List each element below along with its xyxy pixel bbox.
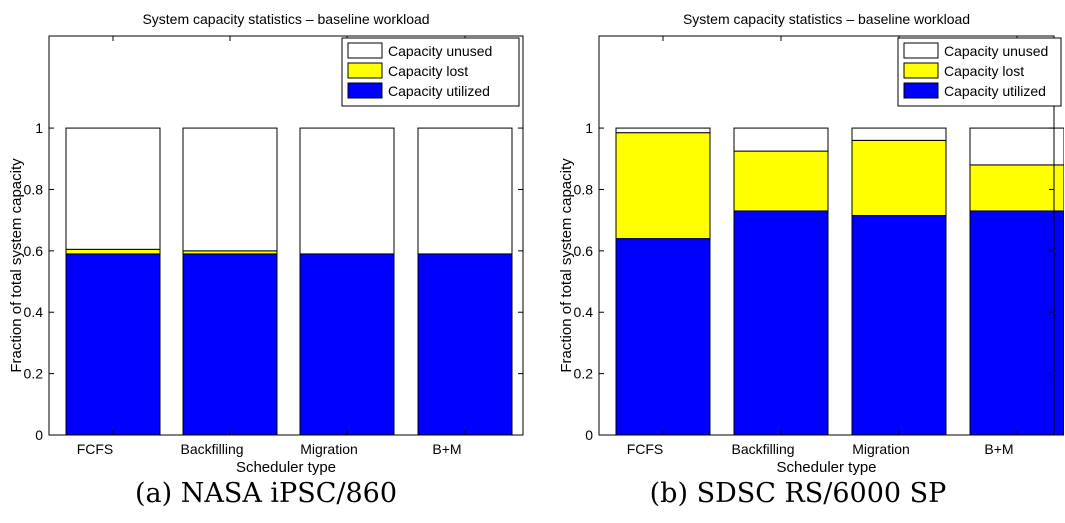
y-tick-label: 0.6	[574, 243, 594, 259]
y-tick-label: 0	[35, 427, 43, 443]
legend-label-utilized: Capacity utilized	[944, 83, 1046, 99]
y-tick-label: 0	[585, 427, 593, 443]
bar-unused-migration	[851, 127, 947, 141]
legend-label-lost: Capacity lost	[944, 63, 1024, 79]
legend-swatch-lost	[347, 62, 383, 79]
x-tick-label: Migration	[300, 441, 358, 457]
legend-swatch-utilized	[903, 82, 939, 99]
legend-label-unused: Capacity unused	[388, 43, 492, 59]
chart-b: 0 0.2 0.4 0.6 0.8 1 FCFS Backfilling Migration B+…	[558, 11, 1064, 476]
legend-swatch-lost	[903, 62, 939, 79]
plot-frame	[598, 35, 1055, 436]
y-tick-label: 1	[585, 120, 593, 136]
bar-lost-migration	[851, 139, 947, 217]
chart-title: System capacity statistics – baseline wo…	[683, 11, 970, 27]
x-tick-label: Migration	[852, 441, 910, 457]
bar-unused-b-m	[969, 127, 1064, 166]
chart-layer: 0 0.2 0.4 0.6 0.8 1 FCFS Backfilling Migration B+…	[8, 11, 524, 476]
chart-layer: 0 0.2 0.4 0.6 0.8 1 FCFS Backfilling Migration B+…	[558, 11, 1064, 476]
y-tick-label: 0.8	[24, 181, 44, 197]
bar-unused-b-m	[417, 127, 513, 255]
legend-swatch-unused	[903, 42, 939, 59]
legend-label-utilized: Capacity utilized	[388, 83, 490, 99]
y-tick-label: 0.8	[574, 181, 594, 197]
bar-unused-fcfs	[65, 127, 161, 250]
legend-label-lost: Capacity lost	[388, 63, 468, 79]
caption-a: (a) NASA iPSC/860	[134, 478, 398, 509]
bar-utilized-fcfs	[615, 238, 711, 436]
panel-b: 0 0.2 0.4 0.6 0.8 1 FCFS Backfilling Migration B+…	[532, 0, 1064, 523]
bar-unused-backfilling	[733, 127, 829, 152]
plot-frame	[48, 35, 524, 436]
y-tick-label: 0.2	[574, 366, 594, 382]
y-tick-label: 0.2	[24, 366, 44, 382]
legend-swatch-utilized	[347, 82, 383, 99]
bar-unused-backfilling	[182, 127, 278, 252]
bar-lost-fcfs	[615, 132, 711, 240]
legend-label-unused: Capacity unused	[944, 43, 1048, 59]
bar-utilized-migration	[851, 215, 947, 436]
bar-utilized-b-m	[417, 253, 513, 436]
bar-utilized-b-m	[969, 210, 1064, 436]
bar-utilized-fcfs	[65, 253, 161, 436]
chart-a: 0 0.2 0.4 0.6 0.8 1 FCFS Backfilling Migration B+…	[8, 11, 524, 476]
chart-title: System capacity statistics – baseline wo…	[142, 11, 429, 27]
y-tick-label: 0.6	[24, 243, 44, 259]
bar-utilized-backfilling	[182, 253, 278, 436]
y-tick-label: 0.4	[24, 304, 44, 320]
bar-lost-b-m	[969, 164, 1064, 212]
y-tick-label: 0.4	[574, 304, 594, 320]
x-axis-label: Scheduler type	[236, 459, 336, 476]
x-axis-label: Scheduler type	[776, 459, 876, 476]
bar-lost-backfilling	[733, 150, 829, 212]
bar-unused-migration	[299, 127, 395, 255]
panel-a: 0 0.2 0.4 0.6 0.8 1 FCFS Backfilling Migration B+…	[0, 0, 532, 523]
bar-lost-fcfs	[65, 248, 161, 255]
x-tick-label: Backfilling	[731, 441, 794, 457]
x-tick-label: FCFS	[77, 441, 114, 457]
y-tick-label: 1	[35, 120, 43, 136]
x-tick-label: Backfilling	[180, 441, 243, 457]
x-tick-label: B+M	[432, 441, 461, 457]
bar-utilized-backfilling	[733, 210, 829, 436]
y-axis-label: Fraction of total system capacity	[558, 158, 575, 373]
bar-unused-fcfs	[615, 127, 711, 134]
x-tick-label: FCFS	[627, 441, 664, 457]
y-axis-label: Fraction of total system capacity	[8, 158, 25, 373]
legend-swatch-unused	[347, 42, 383, 59]
x-tick-label: B+M	[984, 441, 1013, 457]
bar-utilized-migration	[299, 253, 395, 436]
caption-b: (b) SDSC RS/6000 SP	[649, 478, 947, 509]
